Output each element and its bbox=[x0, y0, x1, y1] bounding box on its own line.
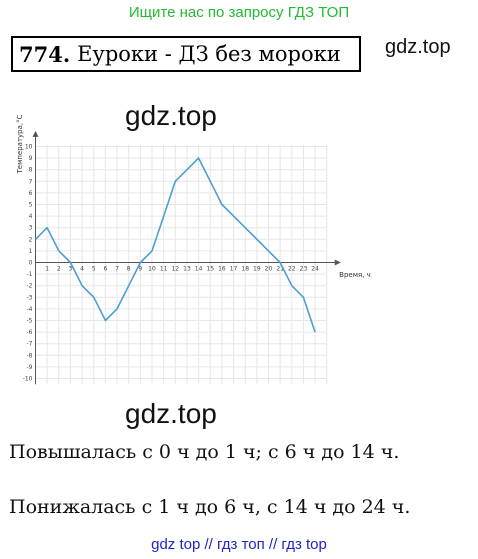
x-tick-label: 8 bbox=[127, 266, 131, 273]
answer-line-2: Понижалась с 1 ч до 6 ч, с 14 ч до 24 ч. bbox=[9, 496, 411, 518]
y-tick-label: 10 bbox=[25, 144, 33, 151]
y-tick-label: 5 bbox=[29, 202, 33, 209]
y-tick-label: 3 bbox=[29, 225, 33, 232]
x-tick-label: 15 bbox=[206, 266, 214, 273]
x-tick-label: 7 bbox=[115, 266, 119, 273]
y-tick-label: 2 bbox=[29, 236, 33, 243]
x-tick-label: 20 bbox=[265, 266, 273, 273]
x-tick-label: 12 bbox=[171, 266, 179, 273]
y-tick-label: -6 bbox=[27, 329, 33, 336]
x-tick-label: 18 bbox=[241, 266, 249, 273]
y-tick-label: 9 bbox=[29, 155, 33, 162]
x-tick-label: 13 bbox=[183, 266, 191, 273]
y-tick-label: -9 bbox=[27, 364, 33, 371]
x-tick-label: 22 bbox=[288, 266, 296, 273]
x-tick-label: 2 bbox=[57, 266, 61, 273]
y-tick-label: -10 bbox=[23, 376, 33, 383]
y-tick-label: 8 bbox=[29, 167, 33, 174]
y-tick-label: -1 bbox=[27, 271, 33, 278]
watermark-right: gdz.top bbox=[385, 36, 451, 58]
y-axis-label: Температура,°C bbox=[16, 114, 24, 174]
y-tick-label: 6 bbox=[29, 190, 33, 197]
chart-series bbox=[34, 157, 316, 333]
x-tick-label: 24 bbox=[311, 266, 319, 273]
x-tick-label: 3 bbox=[69, 266, 73, 273]
y-axis-arrow bbox=[32, 130, 39, 137]
x-tick-label: 23 bbox=[300, 266, 308, 273]
y-tick-label: -4 bbox=[27, 306, 33, 313]
temperature-chart: 1 2 3 4 5 6 7 8 9 10 11 12 13 14 15 16 17 18 19 20 21 22 23 241… bbox=[16, 114, 371, 385]
chart-axes bbox=[32, 130, 341, 385]
x-axis-label: Время, ч bbox=[339, 271, 371, 279]
x-tick-label: 5 bbox=[92, 266, 96, 273]
x-tick-label: 19 bbox=[253, 266, 261, 273]
y-tick-label: -5 bbox=[27, 318, 33, 325]
y-tick-label: -2 bbox=[27, 283, 33, 290]
answer-line-1: Повышалась с 0 ч до 1 ч; с 6 ч до 14 ч. bbox=[9, 441, 400, 463]
watermark-chart-top: gdz.top bbox=[125, 100, 217, 131]
x-tick-label: 6 bbox=[103, 266, 107, 273]
x-tick-label: 16 bbox=[218, 266, 226, 273]
chart-grid bbox=[35, 144, 328, 385]
y-tick-label: -8 bbox=[27, 352, 33, 359]
x-tick-label: 4 bbox=[80, 266, 84, 273]
x-tick-label: 21 bbox=[276, 266, 284, 273]
task-title: Еуроки - ДЗ без мороки bbox=[77, 42, 341, 66]
chart-tick-labels: 1 2 3 4 5 6 7 8 9 10 11 12 13 14 15 16 17 18 19 20 21 22 23 241… bbox=[23, 144, 319, 383]
x-tick-label: 1 bbox=[45, 266, 49, 273]
footer-links: gdz top // гдз топ // гдз top bbox=[151, 536, 327, 553]
x-tick-label: 14 bbox=[195, 266, 203, 273]
y-tick-label: 0 bbox=[29, 260, 33, 267]
x-tick-label: 10 bbox=[148, 266, 156, 273]
y-tick-label: 4 bbox=[29, 213, 33, 220]
y-tick-label: 1 bbox=[29, 248, 33, 255]
top-banner: Ищите нас по запросу ГДЗ ТОП bbox=[128, 4, 350, 21]
x-tick-label: 9 bbox=[138, 266, 142, 273]
y-tick-label: -7 bbox=[27, 341, 33, 348]
x-tick-label: 11 bbox=[160, 266, 168, 273]
watermark-chart-bottom: gdz.top bbox=[125, 398, 217, 429]
x-tick-label: 17 bbox=[230, 266, 238, 273]
y-tick-label: 7 bbox=[29, 178, 33, 185]
y-tick-label: -3 bbox=[27, 294, 33, 301]
task-number: 774. bbox=[19, 41, 71, 67]
x-axis-arrow bbox=[334, 259, 341, 266]
task-header: 774. Еуроки - ДЗ без мороки bbox=[11, 36, 361, 72]
